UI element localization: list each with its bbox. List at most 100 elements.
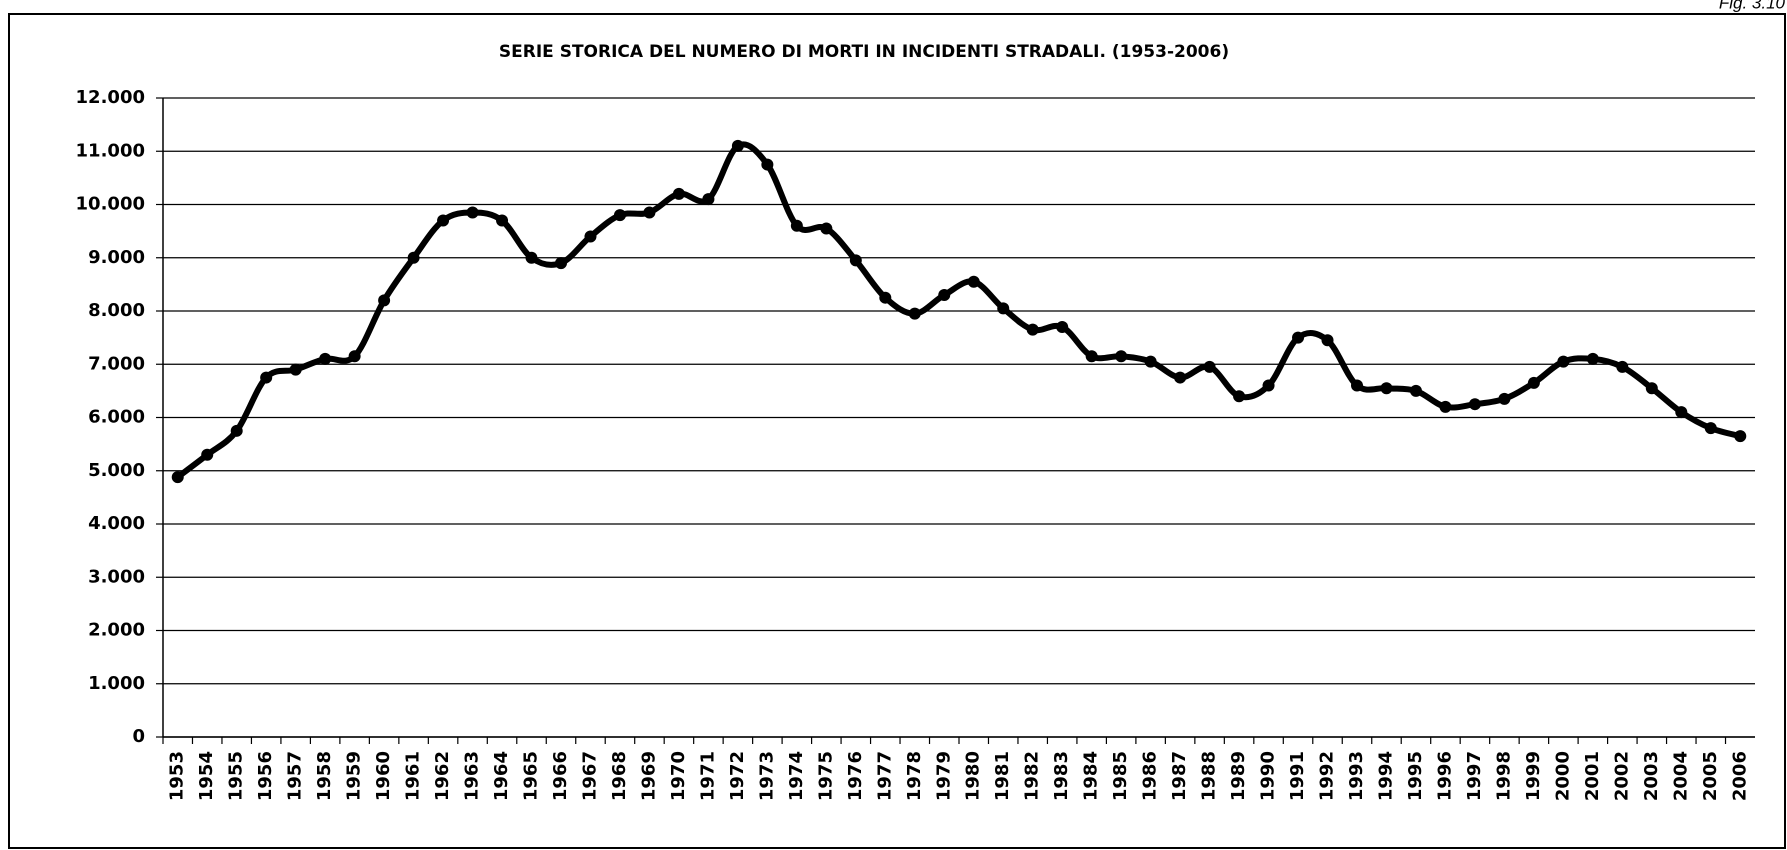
data-point — [201, 448, 214, 461]
data-point — [378, 294, 391, 307]
x-tick-label: 1988 — [1199, 751, 1220, 801]
x-tick-label: 1972 — [727, 751, 748, 801]
data-point — [584, 230, 597, 243]
x-tick-label: 1958 — [314, 751, 335, 801]
data-point — [525, 251, 538, 264]
x-tick-label: 1963 — [462, 751, 483, 801]
data-point — [1085, 350, 1098, 363]
chart-title: SERIE STORICA DEL NUMERO DI MORTI IN INC… — [499, 42, 1229, 62]
data-point — [643, 206, 656, 219]
data-point — [613, 209, 626, 222]
y-tick-label: 6.000 — [88, 407, 145, 428]
data-point — [672, 187, 685, 200]
data-point — [790, 219, 803, 232]
x-tick-label: 1976 — [845, 751, 866, 801]
y-tick-label: 9.000 — [88, 247, 145, 268]
x-tick-label: 1955 — [226, 751, 247, 801]
data-point — [1468, 398, 1481, 411]
data-point — [496, 214, 509, 227]
x-tick-label: 2003 — [1641, 751, 1662, 801]
data-point — [348, 350, 361, 363]
y-tick-label: 4.000 — [88, 513, 145, 534]
data-point — [1527, 376, 1540, 389]
x-tick-label: 1979 — [933, 751, 954, 801]
y-tick-label: 2.000 — [88, 620, 145, 641]
y-tick-label: 3.000 — [88, 566, 145, 587]
x-tick-label: 1990 — [1258, 751, 1279, 801]
data-point — [1498, 392, 1511, 405]
x-tick-label: 1997 — [1464, 751, 1485, 801]
data-point — [1144, 355, 1157, 368]
data-point — [289, 363, 302, 376]
data-point — [1675, 406, 1688, 419]
figure-label: Fig. 3.10 — [1719, 0, 1786, 12]
x-tick-label: 1984 — [1081, 751, 1102, 801]
x-tick-label: 1956 — [255, 751, 276, 801]
data-point — [1409, 384, 1422, 397]
data-point — [1115, 350, 1128, 363]
data-point — [1439, 400, 1452, 413]
data-point — [1380, 382, 1393, 395]
x-tick-label: 1964 — [491, 751, 512, 801]
x-tick-label: 1969 — [638, 751, 659, 801]
x-tick-label: 1953 — [167, 751, 188, 801]
x-tick-label: 1977 — [874, 751, 895, 801]
data-point — [702, 193, 715, 206]
x-tick-label: 1966 — [550, 751, 571, 801]
data-point — [1321, 334, 1334, 347]
data-point — [1026, 323, 1039, 336]
y-tick-label: 12.000 — [76, 87, 145, 108]
x-tick-label: 1967 — [579, 751, 600, 801]
y-tick-label: 7.000 — [88, 353, 145, 374]
x-tick-label: 2001 — [1582, 751, 1603, 801]
x-tick-label: 2005 — [1700, 751, 1721, 801]
data-point — [1174, 371, 1187, 384]
x-tick-label: 1954 — [196, 751, 217, 801]
x-tick-label: 1962 — [432, 751, 453, 801]
y-tick-label: 11.000 — [76, 140, 145, 161]
x-tick-label: 1971 — [697, 751, 718, 801]
data-point — [319, 352, 332, 365]
data-point — [820, 222, 833, 235]
data-point — [1557, 355, 1570, 368]
y-tick-label: 10.000 — [76, 194, 145, 215]
x-tick-label: 2004 — [1670, 751, 1691, 801]
data-point — [1586, 352, 1599, 365]
x-tick-label: 1998 — [1493, 751, 1514, 801]
data-point — [1203, 360, 1216, 373]
x-tick-label: 1968 — [609, 751, 630, 801]
data-point — [1645, 382, 1658, 395]
x-tick-label: 1996 — [1434, 751, 1455, 801]
x-tick-label: 1999 — [1523, 751, 1544, 801]
data-point — [1292, 331, 1305, 344]
data-point — [407, 251, 420, 264]
data-point — [1734, 430, 1747, 443]
x-tick-label: 1975 — [815, 751, 836, 801]
x-tick-label: 1989 — [1228, 751, 1249, 801]
data-point — [761, 158, 774, 171]
data-point — [879, 291, 892, 304]
data-point — [849, 254, 862, 267]
x-tick-label: 1973 — [756, 751, 777, 801]
chart-frame — [8, 13, 1786, 849]
x-tick-label: 2006 — [1729, 751, 1750, 801]
data-point — [1704, 422, 1717, 435]
x-tick-label: 1991 — [1287, 751, 1308, 801]
y-tick-label: 8.000 — [88, 300, 145, 321]
data-point — [997, 302, 1010, 315]
data-point — [230, 424, 243, 437]
x-tick-label: 1994 — [1375, 751, 1396, 801]
x-tick-label: 1982 — [1022, 751, 1043, 801]
data-point — [1056, 320, 1069, 333]
x-tick-label: 1965 — [521, 751, 542, 801]
x-tick-label: 1983 — [1051, 751, 1072, 801]
x-tick-label: 1974 — [786, 751, 807, 801]
x-tick-label: 1980 — [963, 751, 984, 801]
data-point — [1262, 379, 1275, 392]
data-point — [555, 257, 567, 270]
x-tick-label: 1981 — [992, 751, 1013, 801]
data-point — [260, 371, 273, 384]
x-tick-label: 1995 — [1405, 751, 1426, 801]
y-tick-label: 1.000 — [88, 673, 145, 694]
